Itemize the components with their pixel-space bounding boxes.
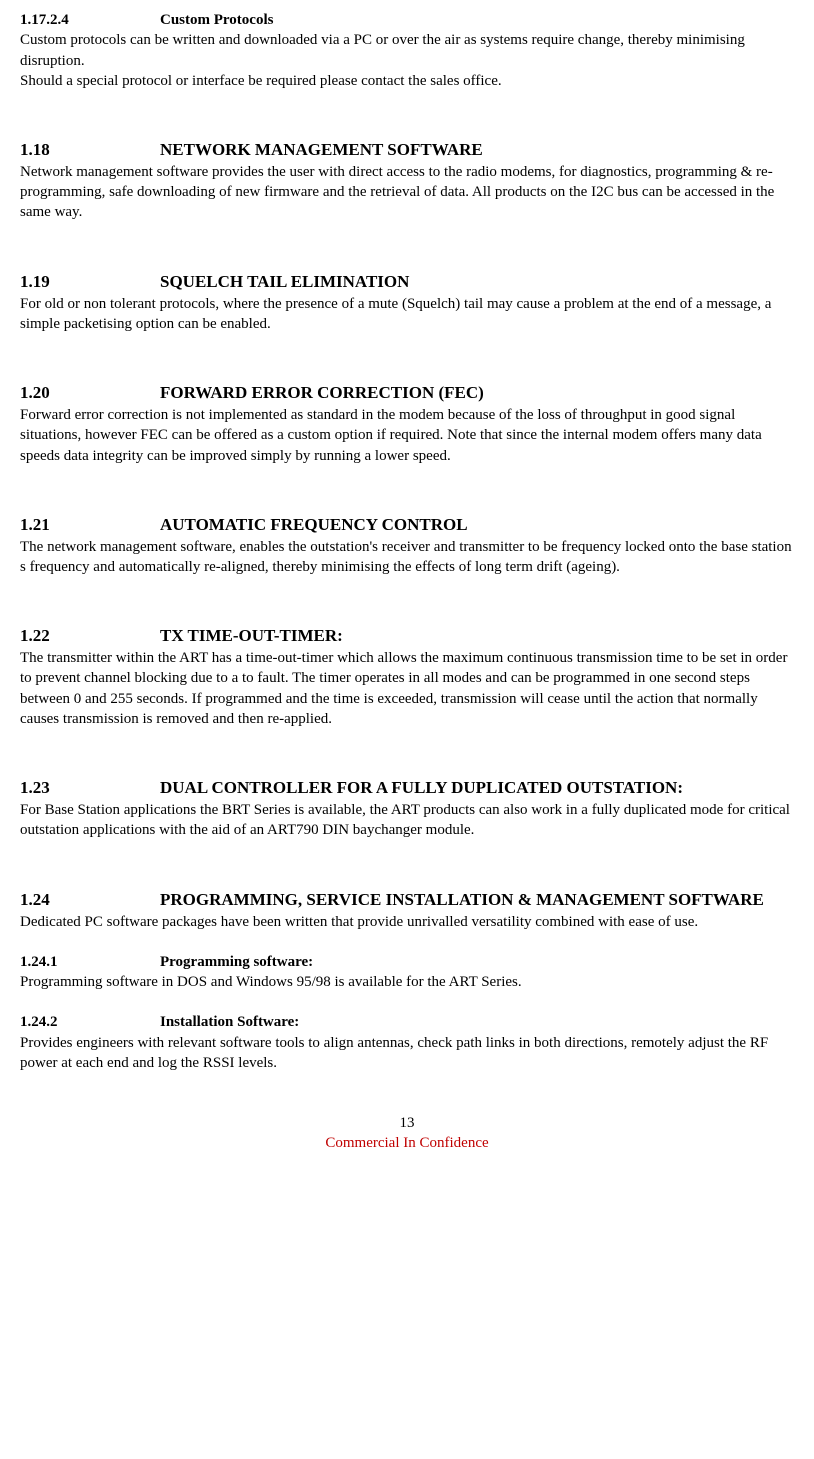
body-text: Should a special protocol or interface b… [20, 71, 794, 91]
section-number: 1.21 [20, 514, 160, 537]
section-number: 1.22 [20, 625, 160, 648]
body-text: For old or non tolerant protocols, where… [20, 294, 794, 335]
section-title: Custom Protocols [160, 10, 273, 30]
heading-1-19: 1.19 SQUELCH TAIL ELIMINATION [20, 271, 794, 294]
body-text: For Base Station applications the BRT Se… [20, 800, 794, 841]
body-text: Custom protocols can be written and down… [20, 30, 794, 71]
confidential-label: Commercial In Confidence [20, 1133, 794, 1153]
body-text: Provides engineers with relevant softwar… [20, 1033, 794, 1074]
heading-1-22: 1.22 TX TIME-OUT-TIMER: [20, 625, 794, 648]
section-title: DUAL CONTROLLER FOR A FULLY DUPLICATED O… [160, 777, 683, 800]
section-title: PROGRAMMING, SERVICE INSTALLATION & MANA… [160, 889, 764, 912]
heading-1-17-2-4: 1.17.2.4 Custom Protocols [20, 10, 794, 30]
page-number: 13 [20, 1113, 794, 1133]
section-title: SQUELCH TAIL ELIMINATION [160, 271, 409, 294]
body-text: Dedicated PC software packages have been… [20, 912, 794, 932]
heading-1-24-1: 1.24.1 Programming software: [20, 952, 794, 972]
section-title: AUTOMATIC FREQUENCY CONTROL [160, 514, 468, 537]
heading-1-24: 1.24 PROGRAMMING, SERVICE INSTALLATION &… [20, 889, 794, 912]
heading-1-20: 1.20 FORWARD ERROR CORRECTION (FEC) [20, 382, 794, 405]
section-title: Programming software: [160, 952, 313, 972]
heading-1-23: 1.23 DUAL CONTROLLER FOR A FULLY DUPLICA… [20, 777, 794, 800]
section-number: 1.24 [20, 889, 160, 912]
body-text: The transmitter within the ART has a tim… [20, 648, 794, 729]
section-number: 1.24.1 [20, 952, 160, 972]
body-text: The network management software, enables… [20, 537, 794, 578]
body-text: Forward error correction is not implemen… [20, 405, 794, 466]
section-title: Installation Software: [160, 1012, 299, 1032]
body-text: Programming software in DOS and Windows … [20, 972, 794, 992]
section-title: TX TIME-OUT-TIMER: [160, 625, 343, 648]
section-number: 1.23 [20, 777, 160, 800]
section-number: 1.19 [20, 271, 160, 294]
section-title: FORWARD ERROR CORRECTION (FEC) [160, 382, 484, 405]
heading-1-21: 1.21 AUTOMATIC FREQUENCY CONTROL [20, 514, 794, 537]
section-title: NETWORK MANAGEMENT SOFTWARE [160, 139, 483, 162]
section-number: 1.24.2 [20, 1012, 160, 1032]
body-text: Network management software provides the… [20, 162, 794, 223]
section-number: 1.20 [20, 382, 160, 405]
section-number: 1.17.2.4 [20, 10, 160, 30]
section-number: 1.18 [20, 139, 160, 162]
heading-1-18: 1.18 NETWORK MANAGEMENT SOFTWARE [20, 139, 794, 162]
page-footer: 13 Commercial In Confidence [20, 1113, 794, 1154]
heading-1-24-2: 1.24.2 Installation Software: [20, 1012, 794, 1032]
